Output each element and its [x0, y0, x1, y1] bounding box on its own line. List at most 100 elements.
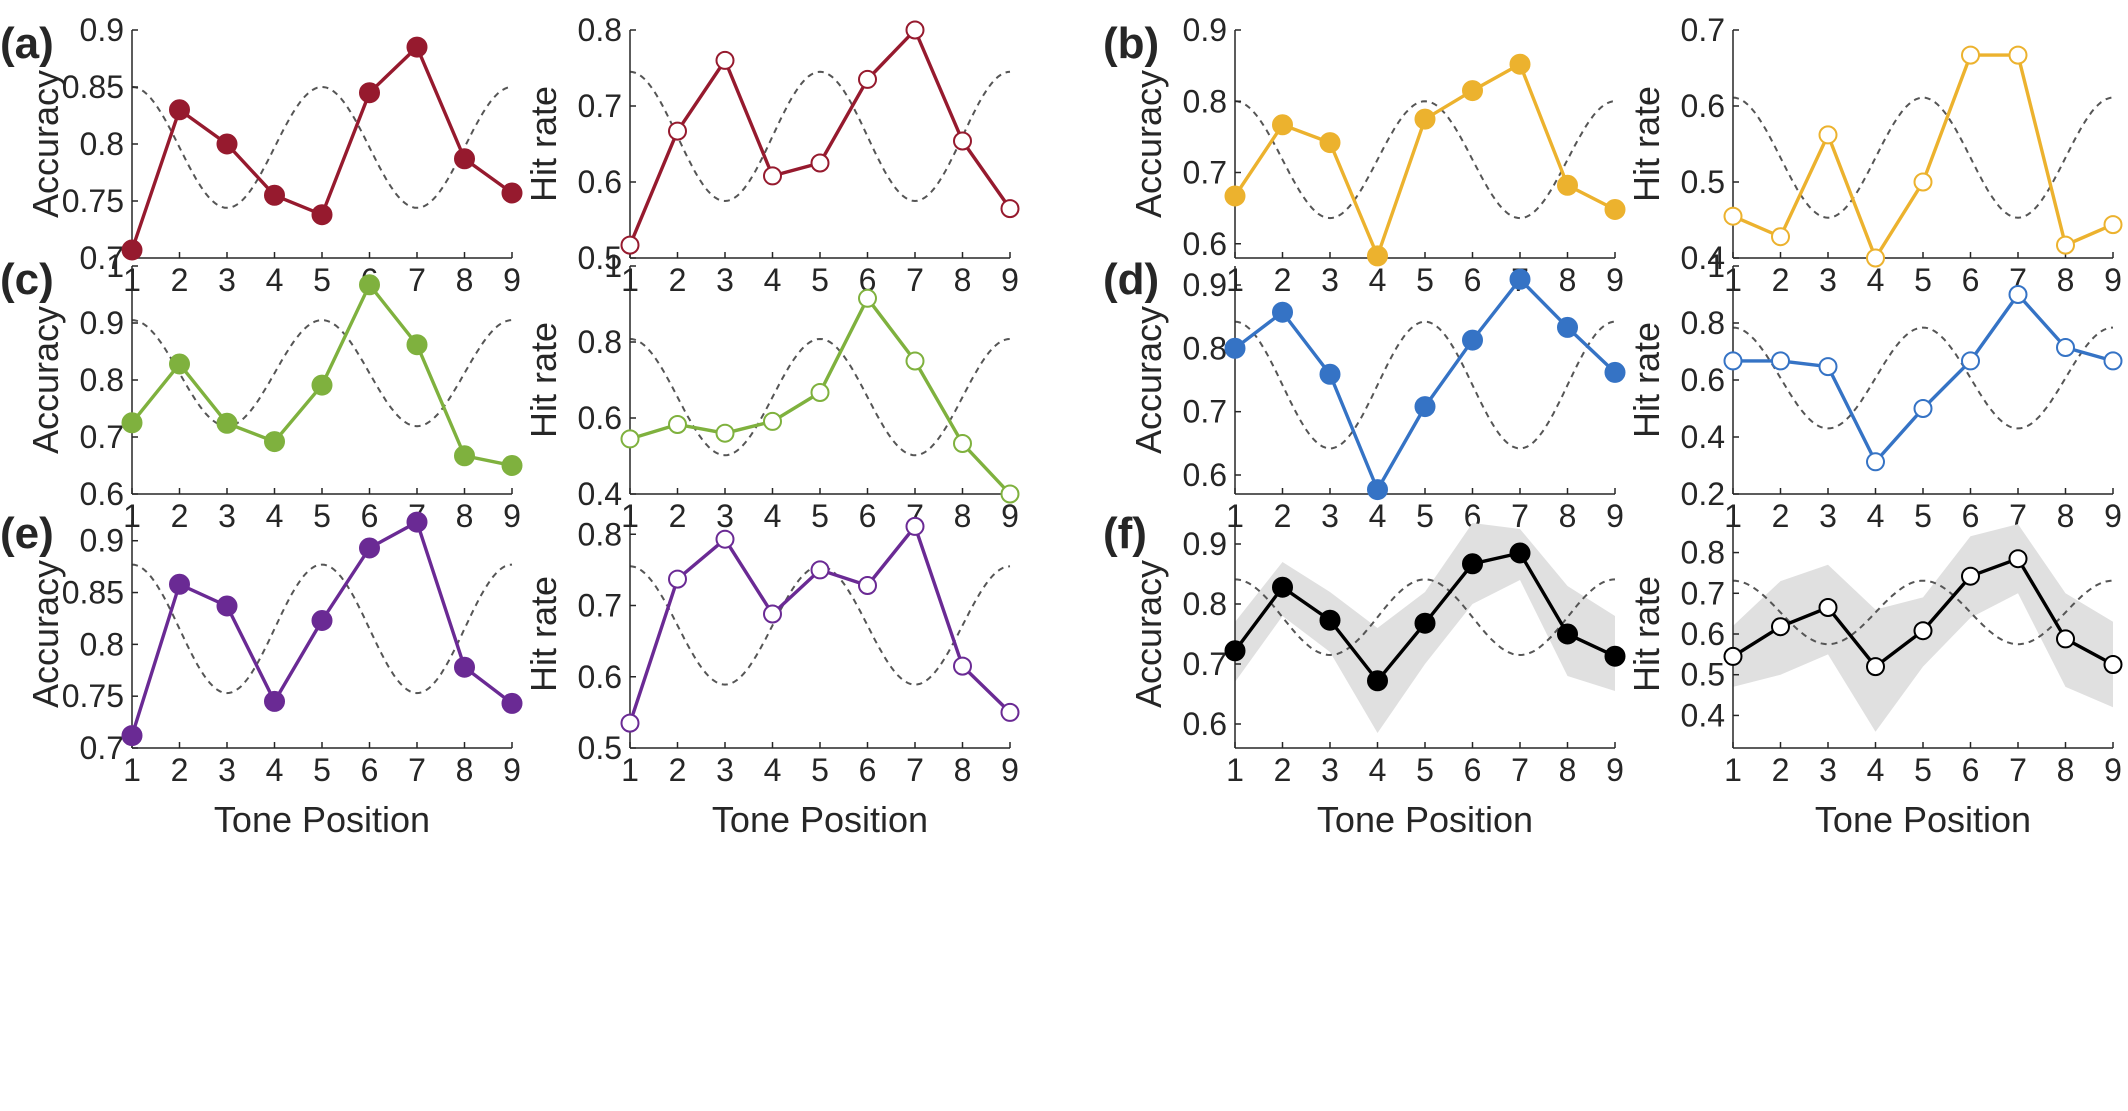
panel-e-accuracy-data-point: [216, 595, 238, 617]
panel-c-accuracy-x-tick-label: 6: [361, 498, 379, 534]
panel-a-hitrate-x-tick-label: 6: [859, 262, 877, 298]
panel-f-accuracy-data-point: [1509, 542, 1531, 564]
panel-e-hitrate-data-point: [763, 604, 782, 624]
panel-b-accuracy-reference-wave: [1234, 100, 1616, 220]
panel-e-hitrate-reference-wave: [629, 565, 1011, 686]
panel-d-hitrate-y-tick-label: 0.4: [1681, 419, 1725, 455]
panel-e-hitrate-data-line: [628, 522, 1012, 724]
panel-b-hitrate-x-tick-label: 4: [1867, 262, 1885, 298]
panel-f-accuracy-y-tick-label: 0.7: [1183, 646, 1227, 682]
panel-f-hitrate-data-point: [1866, 657, 1885, 677]
panel-a-hitrate-reference-wave: [629, 70, 1011, 203]
panel-b-accuracy-data-point: [1319, 132, 1341, 154]
panel-b-accuracy-x-tick-label: 5: [1416, 262, 1434, 298]
panel-e-hitrate-data-point: [953, 656, 972, 676]
panel-b-accuracy-x-tick-label: 8: [1559, 262, 1577, 298]
panel-b-hitrate-x-tick-label: 6: [1962, 262, 1980, 298]
panel-c-hitrate-x-tick-label: 5: [811, 498, 829, 534]
panel-d-accuracy-data-point: [1557, 316, 1578, 338]
panel-a-accuracy-data-point: [169, 99, 190, 121]
panel-d-accuracy-x-tick-label: 2: [1274, 498, 1292, 534]
panel-c-accuracy-y-tick-label: 0.6: [80, 476, 124, 512]
panel-a-hitrate-y-axis-label: Hit rate: [523, 86, 564, 202]
panel-e-accuracy-reference-wave: [131, 563, 513, 695]
panel-a-accuracy-x-tick-label: 7: [408, 262, 426, 298]
panel-f-accuracy-y-tick-label: 0.8: [1183, 586, 1227, 622]
panel-d-hitrate-data-point: [1866, 452, 1885, 472]
panel-f-hitrate-x-axis-label: Tone Position: [1815, 799, 2031, 840]
panel-e-accuracy-x-tick-label: 4: [266, 752, 284, 788]
panel-b-hitrate-y-tick-label: 0.7: [1681, 12, 1725, 48]
panel-d-accuracy-data-point: [1414, 396, 1436, 418]
panel-f-accuracy-data-point: [1367, 670, 1388, 692]
panel-a-accuracy-data-point: [121, 239, 143, 261]
panel-d-hitrate-data-point: [1771, 351, 1790, 371]
panel-b-accuracy-y-axis-label: Accuracy: [1128, 70, 1169, 218]
panel-c-hitrate-x-tick-label: 2: [669, 498, 687, 534]
panel-b-hitrate-y-tick-label: 0.6: [1681, 88, 1725, 124]
panel-c-hitrate-x-tick-label: 9: [1001, 498, 1019, 534]
panel-e-hitrate-y-tick-label: 0.6: [578, 659, 622, 695]
panel-e-hitrate-x-tick-label: 9: [1001, 752, 1019, 788]
panel-f-accuracy-data-point: [1604, 645, 1626, 667]
panel-e-accuracy-y-tick-label: 0.7: [80, 730, 124, 766]
panel-c-hitrate-data-point: [763, 411, 782, 431]
panel-c-hitrate-data-point: [715, 423, 735, 443]
panel-d-accuracy-y-axis-label: Accuracy: [1128, 306, 1169, 454]
panel-d-accuracy-x-tick-label: 5: [1416, 498, 1434, 534]
panel-e-hitrate-y-tick-label: 0.8: [578, 516, 622, 552]
panel-d-accuracy-y-tick-label: 0.7: [1183, 394, 1227, 430]
panel-d-accuracy-data-point: [1462, 329, 1483, 351]
panel-c-hitrate-data-point: [668, 415, 687, 434]
panel-f-accuracy-x-tick-label: 4: [1369, 752, 1387, 788]
panel-e-hitrate-x-tick-label: 5: [811, 752, 829, 788]
panel-a-accuracy-data-point: [501, 182, 523, 204]
panel-d-hitrate-x-tick-label: 1: [1724, 498, 1742, 534]
panel-d-accuracy-y-tick-label: 0.9: [1183, 267, 1227, 303]
panel-f-accuracy: 1 2 3 4 5 6 7 8 9 0.6 0.7 0.8 0.9 Accuracy Tone Positi…: [1103, 509, 1626, 840]
panel-f-accuracy-data-point: [1319, 609, 1341, 631]
panel-e-accuracy-data-point: [264, 690, 285, 712]
panel-d-hitrate-reference-wave: [1732, 326, 2114, 430]
panel-d-hitrate-x-tick-label: 8: [2057, 498, 2075, 534]
panel-b-hitrate-y-tick-label: 0.5: [1681, 164, 1725, 200]
panel-c-hitrate-data-point: [620, 429, 640, 449]
panel-d-hitrate-y-tick-label: 1: [1707, 248, 1725, 284]
panel-b-accuracy-data-point: [1224, 185, 1246, 207]
panel-d-accuracy-data-point: [1509, 268, 1531, 290]
panel-a-hitrate: 1 2 3 4 5 6 7 8 9 0.5 0.6 0.7 0.8 Hit rate: [523, 12, 1020, 298]
panel-a-accuracy-y-tick-label: 0.8: [80, 126, 124, 162]
panel-b-accuracy-data-point: [1509, 53, 1531, 75]
panel-d-hitrate-y-tick-label: 0.2: [1681, 476, 1725, 512]
panel-tag-b: (b): [1103, 19, 1159, 68]
panel-e-accuracy-x-axis-label: Tone Position: [214, 799, 430, 840]
panel-a-hitrate-data-point: [715, 50, 735, 70]
panel-c-accuracy-x-tick-label: 5: [313, 498, 331, 534]
panel-a-hitrate-y-tick-label: 0.6: [578, 164, 622, 200]
panel-d-accuracy-x-tick-label: 7: [1511, 498, 1529, 534]
panel-a-accuracy-x-tick-label: 3: [218, 262, 236, 298]
panel-a-hitrate-x-tick-label: 3: [716, 262, 734, 298]
panel-d-hitrate-data-line: [1733, 291, 2114, 465]
panel-f-hitrate-data-point: [1771, 617, 1790, 637]
panel-f-accuracy-x-tick-label: 6: [1464, 752, 1482, 788]
panel-f-hitrate-y-tick-label: 0.4: [1681, 697, 1725, 733]
panel-a-hitrate-y-tick-label: 0.5: [578, 240, 622, 276]
panel-d-accuracy-data-point: [1604, 361, 1626, 383]
panel-f-accuracy-x-tick-label: 9: [1606, 752, 1624, 788]
panel-d-accuracy-x-tick-label: 3: [1321, 498, 1339, 534]
panel-d-hitrate-data-point: [1818, 357, 1838, 377]
panel-e-accuracy-x-tick-label: 7: [408, 752, 426, 788]
panel-tag-c: (c): [0, 255, 54, 304]
panel-b-accuracy-x-tick-label: 2: [1274, 262, 1292, 298]
panel-a-hitrate-data-point: [1000, 199, 1020, 219]
panel-b-hitrate-x-tick-label: 3: [1819, 262, 1837, 298]
panel-b-accuracy-y-tick-label: 0.9: [1183, 12, 1227, 48]
panel-c-hitrate-x-tick-label: 4: [764, 498, 782, 534]
panel-e-hitrate-y-tick-label: 0.5: [578, 730, 622, 766]
panel-c-accuracy-y-tick-label: 0.7: [80, 419, 124, 455]
panel-a-accuracy-data-point: [454, 148, 475, 170]
panel-c-hitrate-x-tick-label: 8: [954, 498, 972, 534]
panel-e-hitrate-x-tick-label: 7: [906, 752, 924, 788]
